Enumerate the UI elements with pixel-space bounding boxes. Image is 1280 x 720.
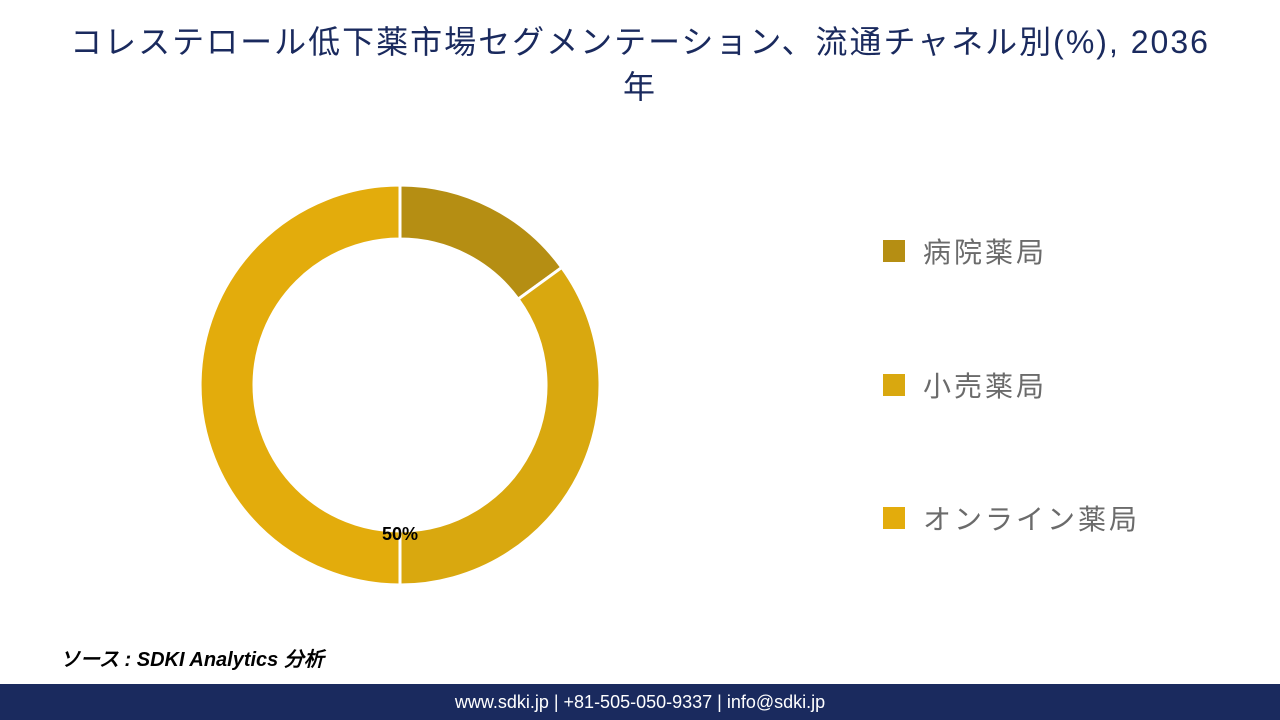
chart-container: 50% 病院薬局小売薬局オンライン薬局: [0, 120, 1280, 640]
legend-swatch: [883, 374, 905, 396]
donut-segment: [400, 267, 600, 585]
legend-label: 病院薬局: [923, 231, 1047, 271]
footer-bar: www.sdki.jp | +81-505-050-9337 | info@sd…: [0, 684, 1280, 720]
legend-item: 病院薬局: [883, 231, 1140, 271]
legend-swatch: [883, 507, 905, 529]
legend-label: オンライン薬局: [923, 498, 1140, 538]
legend-swatch: [883, 240, 905, 262]
legend-item: 小売薬局: [883, 365, 1140, 405]
donut-segment: [200, 185, 400, 585]
donut-data-label: 50%: [382, 524, 418, 545]
legend-label: 小売薬局: [923, 365, 1047, 405]
legend-item: オンライン薬局: [883, 498, 1140, 538]
donut-chart-wrapper: 50%: [180, 165, 620, 605]
source-text: ソース : SDKI Analytics 分析: [60, 643, 324, 672]
chart-title: コレステロール低下薬市場セグメンテーション、流通チャネル別(%), 2036年: [0, 0, 1280, 120]
donut-segment: [400, 185, 562, 299]
legend: 病院薬局小売薬局オンライン薬局: [883, 185, 1200, 585]
